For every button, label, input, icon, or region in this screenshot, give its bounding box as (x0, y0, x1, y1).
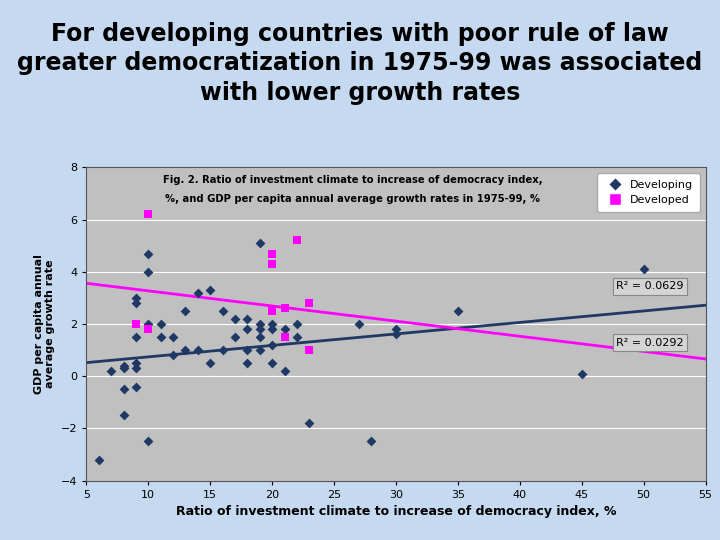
Point (204, 359, 216, 367)
Point (229, 333, 240, 341)
Point (118, 361, 130, 370)
Point (130, 320, 142, 328)
Point (217, 346, 228, 354)
Point (167, 333, 179, 341)
Point (279, 333, 290, 341)
Point (576, 369, 588, 378)
Point (130, 299, 142, 307)
Text: Fig. 2. Ratio of investment climate to increase of democracy index,: Fig. 2. Ratio of investment climate to i… (163, 175, 542, 185)
Point (254, 333, 266, 341)
Point (242, 346, 253, 354)
Point (143, 249, 154, 258)
Point (130, 364, 142, 373)
Point (266, 325, 278, 334)
Point (143, 325, 154, 334)
Point (130, 359, 142, 367)
Point (155, 320, 166, 328)
Point (390, 325, 402, 334)
Point (130, 382, 142, 391)
Point (130, 333, 142, 341)
Y-axis label: GDP per capita annual
average growth rate: GDP per capita annual average growth rat… (34, 254, 55, 394)
Point (304, 419, 315, 428)
Point (254, 346, 266, 354)
Point (366, 437, 377, 446)
Point (192, 288, 204, 297)
Text: R² = 0.0629: R² = 0.0629 (616, 281, 684, 292)
Point (118, 364, 130, 373)
Point (304, 299, 315, 307)
Point (143, 210, 154, 219)
Point (93, 455, 104, 464)
Point (217, 307, 228, 315)
Point (167, 351, 179, 360)
Point (304, 346, 315, 354)
Point (143, 267, 154, 276)
Point (130, 294, 142, 302)
Point (266, 249, 278, 258)
Point (266, 307, 278, 315)
Legend: Developing, Developed: Developing, Developed (597, 173, 700, 212)
Point (118, 411, 130, 420)
Point (229, 314, 240, 323)
Point (242, 314, 253, 323)
Point (143, 320, 154, 328)
Point (266, 320, 278, 328)
Text: %, and GDP per capita annual average growth rates in 1975-99, %: %, and GDP per capita annual average gro… (165, 194, 540, 204)
Point (143, 437, 154, 446)
Point (279, 325, 290, 334)
Point (254, 239, 266, 247)
Point (254, 325, 266, 334)
Point (266, 260, 278, 268)
Point (353, 320, 364, 328)
X-axis label: Ratio of investment climate to increase of democracy index, %: Ratio of investment climate to increase … (176, 505, 616, 518)
Point (291, 236, 302, 245)
Point (192, 346, 204, 354)
Point (242, 325, 253, 334)
Point (266, 359, 278, 367)
Point (291, 333, 302, 341)
Point (118, 385, 130, 394)
Point (638, 265, 649, 274)
Text: R² = 0.0292: R² = 0.0292 (616, 338, 684, 348)
Point (204, 286, 216, 294)
Point (452, 307, 464, 315)
Point (242, 359, 253, 367)
Point (266, 341, 278, 349)
Point (279, 304, 290, 313)
Point (254, 320, 266, 328)
Point (390, 330, 402, 339)
Point (291, 320, 302, 328)
Text: For developing countries with poor rule of law
greater democratization in 1975-9: For developing countries with poor rule … (17, 22, 703, 105)
Point (180, 307, 192, 315)
Point (155, 333, 166, 341)
Point (279, 367, 290, 375)
Point (105, 367, 117, 375)
Point (180, 346, 192, 354)
